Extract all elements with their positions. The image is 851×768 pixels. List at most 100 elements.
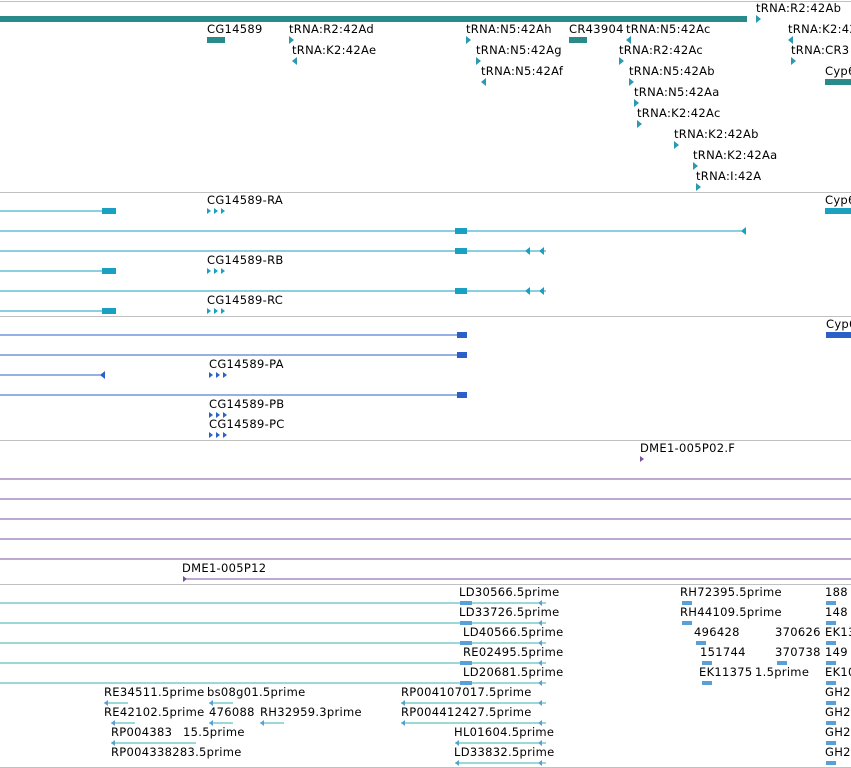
est-glyph[interactable]	[696, 641, 706, 645]
strand-arrow-glyph[interactable]	[214, 308, 218, 314]
gene-label[interactable]: tRNA:I:42A	[696, 169, 762, 183]
est-glyph[interactable]	[826, 601, 836, 605]
est-label[interactable]: 151744	[700, 645, 746, 659]
strand-arrow-glyph[interactable]	[741, 227, 746, 235]
est-label[interactable]: GH2	[825, 745, 851, 759]
est-glyph[interactable]	[460, 661, 472, 665]
strand-arrow-glyph[interactable]	[216, 372, 220, 378]
gene-label[interactable]: tRNA:K2:42Aa	[693, 148, 778, 162]
gene-label[interactable]: tRNA:K2:42Ac	[637, 106, 721, 120]
exon-glyph[interactable]	[455, 228, 467, 234]
gene-label[interactable]: Cyp6	[825, 64, 851, 78]
strand-arrow-glyph[interactable]	[111, 720, 115, 726]
est-label[interactable]: RP004338283.5prime	[111, 745, 242, 759]
strand-arrow-glyph[interactable]	[634, 99, 639, 107]
est-glyph[interactable]	[826, 761, 836, 765]
est-label[interactable]: RH44109.5prime	[680, 605, 782, 619]
strand-arrow-glyph[interactable]	[538, 700, 542, 706]
strand-arrow-glyph[interactable]	[292, 57, 297, 65]
est-label[interactable]: RE02495.5prime	[463, 645, 564, 659]
strand-arrow-glyph[interactable]	[629, 78, 634, 86]
strand-arrow-glyph[interactable]	[538, 760, 542, 766]
strand-arrow-glyph[interactable]	[640, 456, 644, 462]
est-glyph[interactable]	[702, 681, 712, 685]
protein-label[interactable]: Cyp6	[826, 317, 851, 331]
insertion-label[interactable]: DME1-005P02.F	[640, 441, 736, 455]
est-label[interactable]: RE42102.5prime	[104, 705, 205, 719]
strand-arrow-glyph[interactable]	[466, 36, 471, 44]
est-label[interactable]: LD30566.5prime	[459, 585, 560, 599]
est-glyph[interactable]	[826, 741, 836, 745]
est-label[interactable]: RH32959.3prime	[260, 705, 362, 719]
strand-arrow-glyph[interactable]	[100, 371, 105, 379]
est-label[interactable]: 1.5prime	[755, 665, 810, 679]
exon-glyph[interactable]	[825, 208, 851, 214]
gene-label[interactable]: tRNA:N5:42Aa	[634, 85, 720, 99]
strand-arrow-glyph[interactable]	[538, 600, 542, 606]
gene-label[interactable]: tRNA:CR3	[791, 43, 850, 57]
strand-arrow-glyph[interactable]	[693, 162, 698, 170]
est-label[interactable]: 148	[825, 605, 848, 619]
strand-arrow-glyph[interactable]	[539, 247, 544, 255]
exon-glyph[interactable]	[102, 308, 116, 314]
strand-arrow-glyph[interactable]	[216, 412, 220, 418]
est-label[interactable]: RP004107017.5prime	[401, 685, 532, 699]
gene-span-glyph[interactable]	[0, 16, 747, 22]
strand-arrow-glyph[interactable]	[207, 308, 211, 314]
insertion-label[interactable]: DME1-005P12	[182, 561, 267, 575]
strand-arrow-glyph[interactable]	[756, 15, 761, 23]
gene-label[interactable]: tRNA:R2:42Ab	[756, 1, 842, 15]
est-label[interactable]: HL01604.5prime	[454, 725, 555, 739]
est-glyph[interactable]	[702, 661, 712, 665]
est-label[interactable]: LD33832.5prime	[454, 745, 555, 759]
est-label[interactable]: LD33726.5prime	[459, 605, 560, 619]
strand-arrow-glyph[interactable]	[538, 640, 542, 646]
est-glyph[interactable]	[460, 601, 472, 605]
est-label[interactable]: 370738	[775, 645, 821, 659]
strand-arrow-glyph[interactable]	[209, 700, 213, 706]
est-glyph[interactable]	[460, 621, 472, 625]
gene-label[interactable]: tRNA:R2:42Ac	[619, 43, 704, 57]
est-label[interactable]: GH2	[825, 705, 851, 719]
est-glyph[interactable]	[682, 601, 692, 605]
est-glyph[interactable]	[777, 661, 787, 665]
gene-label[interactable]: tRNA:R2:42Ad	[289, 22, 375, 36]
exon-glyph[interactable]	[102, 268, 116, 274]
est-glyph[interactable]	[826, 721, 836, 725]
strand-arrow-glyph[interactable]	[214, 268, 218, 274]
est-glyph[interactable]	[826, 661, 836, 665]
strand-arrow-glyph[interactable]	[221, 268, 225, 274]
est-glyph[interactable]	[826, 621, 836, 625]
est-label[interactable]: GH2	[825, 685, 851, 699]
est-label[interactable]: RH72395.5prime	[680, 585, 782, 599]
est-label[interactable]: EK10	[825, 665, 851, 679]
strand-arrow-glyph[interactable]	[637, 120, 642, 128]
est-label[interactable]: 149	[825, 645, 848, 659]
strand-arrow-glyph[interactable]	[223, 412, 227, 418]
est-label[interactable]: RE34511.5prime	[104, 685, 205, 699]
gene-label[interactable]: tRNA:N5:42Af	[481, 64, 564, 78]
strand-arrow-glyph[interactable]	[538, 740, 542, 746]
strand-arrow-glyph[interactable]	[538, 680, 542, 686]
gene-label[interactable]: CG14589	[207, 22, 263, 36]
cds-glyph[interactable]	[457, 332, 467, 338]
strand-arrow-glyph[interactable]	[788, 36, 793, 44]
est-label[interactable]: 476088	[209, 705, 255, 719]
transcript-label[interactable]: CG14589-RB	[207, 253, 284, 267]
strand-arrow-glyph[interactable]	[538, 660, 542, 666]
cds-glyph[interactable]	[826, 332, 851, 338]
strand-arrow-glyph[interactable]	[209, 720, 213, 726]
gene-glyph[interactable]	[207, 37, 225, 43]
exon-glyph[interactable]	[455, 248, 467, 254]
transcript-label[interactable]: CG14589-RC	[207, 293, 284, 307]
est-glyph[interactable]	[682, 621, 692, 625]
est-label[interactable]: EK11375	[699, 665, 753, 679]
gene-label[interactable]: tRNA:K2:42	[788, 22, 851, 36]
gene-label[interactable]: tRNA:N5:42Ac	[626, 22, 711, 36]
exon-glyph[interactable]	[455, 288, 467, 294]
strand-arrow-glyph[interactable]	[525, 287, 530, 295]
strand-arrow-glyph[interactable]	[260, 720, 264, 726]
est-label[interactable]: 15.5prime	[183, 725, 245, 739]
strand-arrow-glyph[interactable]	[539, 287, 544, 295]
gene-label[interactable]: CR43904	[569, 22, 624, 36]
